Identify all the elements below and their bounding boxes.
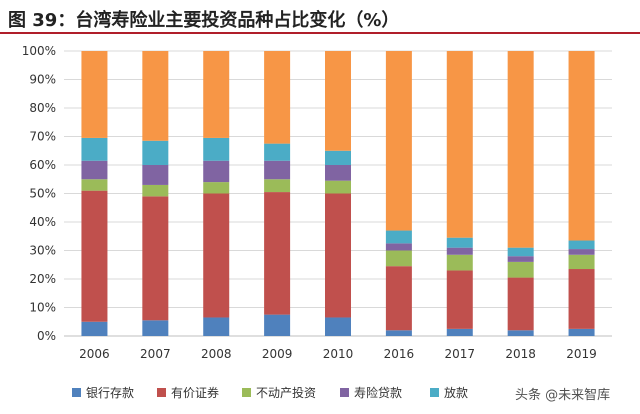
bar-segment [446, 254, 473, 271]
legend-label: 不动产投资 [256, 385, 316, 400]
bar-segment [203, 137, 230, 161]
legend-label: 寿险贷款 [354, 385, 402, 400]
bars [81, 51, 595, 336]
y-tick-label: 70% [29, 130, 56, 144]
legend-swatch [340, 388, 349, 397]
bar-segment [325, 193, 351, 318]
legend-item: 有价证券 [157, 385, 219, 400]
figure-title: 图 39：台湾寿险业主要投资品种占比变化（%） [8, 10, 400, 31]
x-tick-label: 2018 [505, 347, 536, 361]
y-tick-label: 60% [29, 158, 56, 172]
legend-swatch [72, 388, 81, 397]
bar-segment [385, 243, 412, 251]
legend: 银行存款 有价证券 不动产投资 寿险贷款 放款 [72, 385, 468, 400]
legend-item: 放款 [430, 385, 468, 400]
y-tick-label: 50% [29, 187, 56, 201]
bar-segment [203, 160, 230, 183]
bar-segment [264, 314, 291, 336]
bar-segment [507, 51, 534, 248]
bar-segment [142, 184, 169, 197]
bar-segment [142, 51, 169, 141]
x-tick-label: 2006 [79, 347, 110, 361]
bar-segment [264, 160, 291, 180]
bar-segment [81, 137, 108, 161]
bar-segment [507, 256, 534, 262]
bar-segment [568, 269, 595, 329]
bar-segment [385, 51, 412, 231]
bar-segment [81, 321, 108, 336]
bar-segment [81, 190, 108, 322]
legend-label: 银行存款 [86, 386, 134, 400]
bar-segment [264, 179, 291, 193]
bar-segment [81, 51, 108, 138]
y-tick-label: 80% [29, 101, 56, 115]
bar-segment [203, 317, 230, 336]
legend-label: 有价证券 [171, 385, 219, 400]
legend-item: 不动产投资 [242, 385, 316, 400]
bar-segment [446, 247, 473, 255]
y-tick-label: 40% [29, 215, 56, 229]
bar-segment [385, 330, 412, 336]
bar-segment [203, 193, 230, 318]
bar-segment [507, 330, 534, 336]
bar-segment [568, 240, 595, 250]
legend-item: 寿险贷款 [340, 385, 402, 400]
watermark: 头条 @未来智库 [515, 388, 611, 403]
y-axis-tick-labels: 0% 10% 20% 30% 40% 50% 60% 70% 80% 90% 100% [22, 44, 56, 343]
x-tick-label: 2019 [566, 347, 597, 361]
y-tick-label: 0% [37, 329, 56, 343]
bar-segment [568, 254, 595, 270]
legend-swatch [157, 388, 166, 397]
y-tick-label: 90% [29, 73, 56, 87]
x-tick-label: 2007 [140, 347, 171, 361]
bar-segment [446, 51, 473, 238]
bar-segment [507, 261, 534, 278]
bar-segment [446, 270, 473, 329]
bar-segment [507, 247, 534, 257]
bar-segment [568, 328, 595, 336]
bar-segment [264, 192, 291, 315]
bar-segment [325, 180, 351, 194]
bar-segment [325, 165, 351, 181]
title-divider [0, 32, 640, 34]
bar-segment [81, 179, 108, 191]
bar-segment [568, 249, 595, 255]
bar-segment [385, 230, 412, 244]
bar-segment [203, 182, 230, 194]
legend-swatch [242, 388, 251, 397]
bar-segment [142, 140, 169, 165]
bar-segment [81, 160, 108, 180]
bar-segment [264, 51, 291, 144]
bar-segment [325, 51, 351, 151]
y-tick-label: 30% [29, 244, 56, 258]
bar-segment [142, 196, 169, 321]
bar-segment [507, 277, 534, 331]
bar-segment [446, 328, 473, 336]
legend-item: 银行存款 [72, 386, 134, 400]
y-tick-label: 20% [29, 272, 56, 286]
bar-segment [142, 165, 169, 185]
x-axis-tick-labels: 2006 2007 2008 2009 2010 2016 2017 2018 2019 [79, 347, 597, 361]
x-tick-label: 2010 [323, 347, 354, 361]
bar-segment [446, 237, 473, 248]
y-tick-label: 10% [29, 301, 56, 315]
bar-segment [568, 51, 595, 241]
bar-segment [385, 250, 412, 267]
x-tick-label: 2008 [201, 347, 232, 361]
legend-label: 放款 [444, 385, 468, 400]
x-tick-label: 2017 [445, 347, 476, 361]
bar-segment [325, 317, 351, 336]
bar-segment [142, 320, 169, 336]
y-tick-label: 100% [22, 44, 56, 58]
bar-segment [203, 51, 230, 138]
bar-segment [264, 143, 291, 161]
bar-segment [325, 150, 351, 165]
bar-segment [385, 266, 412, 331]
legend-swatch [430, 388, 439, 397]
x-tick-label: 2016 [384, 347, 415, 361]
x-tick-label: 2009 [262, 347, 293, 361]
